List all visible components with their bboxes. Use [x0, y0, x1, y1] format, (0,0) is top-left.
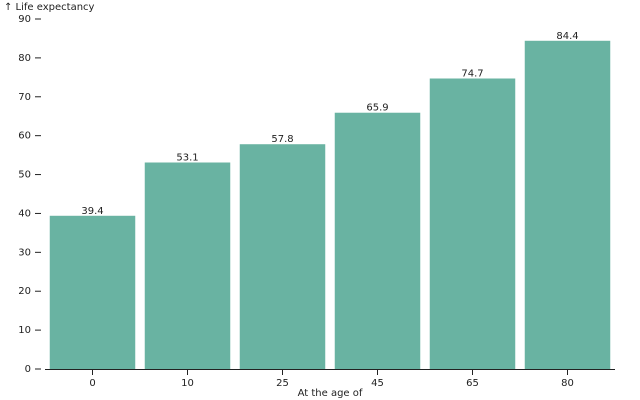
y-tick-label: 80: [18, 53, 31, 64]
y-tick-label: 30: [18, 247, 31, 258]
x-axis-title: At the age of: [298, 388, 363, 399]
bar: [429, 78, 516, 369]
x-tick-label: 45: [371, 378, 384, 389]
y-tick-label: 50: [18, 170, 31, 181]
x-tick-label: 25: [276, 378, 289, 389]
x-tick-label: 80: [561, 378, 574, 389]
x-tick-label: 65: [466, 378, 479, 389]
y-tick-label: 60: [18, 131, 31, 142]
value-label: 65.9: [366, 103, 388, 114]
bar: [239, 144, 326, 369]
y-tick-label: 70: [18, 92, 31, 103]
value-label: 57.8: [271, 134, 293, 145]
y-tick-label: 90: [18, 14, 31, 25]
value-label: 39.4: [81, 206, 103, 217]
bar: [524, 40, 611, 370]
y-tick-label: 10: [18, 325, 31, 336]
x-tick-label: 10: [181, 378, 194, 389]
value-label: 74.7: [461, 69, 483, 80]
bar: [144, 162, 231, 369]
y-tick-label: 40: [18, 208, 31, 219]
x-tick-label: 0: [89, 378, 95, 389]
bar: [49, 215, 136, 369]
y-tick-label: 20: [18, 286, 31, 297]
value-label: 53.1: [176, 153, 198, 164]
bar: [334, 112, 421, 369]
value-label: 84.4: [556, 31, 578, 42]
y-axis-title: ↑ Life expectancy: [4, 2, 95, 13]
y-tick-label: 0: [25, 364, 31, 375]
